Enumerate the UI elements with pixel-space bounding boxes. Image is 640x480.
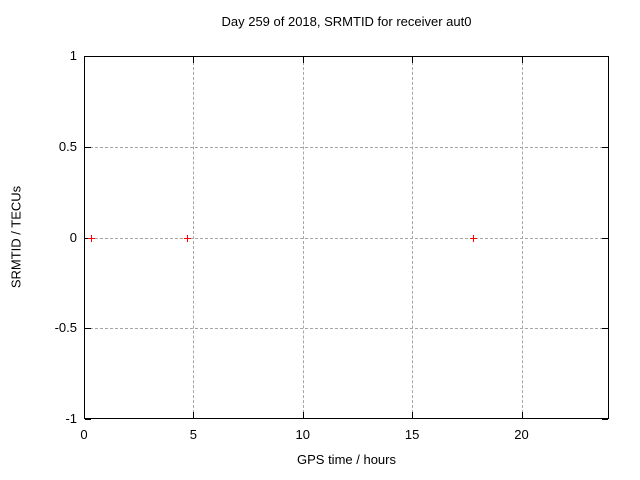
x-tick-top-15 (412, 57, 414, 63)
x-tick-label-0: 0 (80, 427, 88, 442)
x-axis-label: GPS time / hours (297, 452, 396, 467)
y-tick-right--1 (602, 419, 608, 420)
gridline-y-0 (85, 237, 608, 239)
y-tick-right-0.5 (602, 146, 608, 148)
x-tick-label-20: 20 (514, 427, 529, 442)
y-tick-label--0.5: -0.5 (54, 320, 77, 336)
plot-area (84, 56, 609, 419)
chart-title: Day 259 of 2018, SRMTID for receiver aut… (221, 14, 472, 29)
x-tick-bottom-10 (302, 412, 304, 418)
plus-marker-vbar (186, 234, 188, 242)
x-tick-label-15: 15 (404, 427, 420, 442)
y-tick-left-0.5 (85, 146, 91, 148)
x-tick-bottom-15 (412, 412, 414, 418)
gridline-y--0.5 (85, 328, 608, 330)
x-tick-bottom-20 (521, 412, 523, 418)
y-tick-label-1: 1 (69, 48, 77, 63)
data-point (470, 234, 478, 242)
y-tick-right-1 (602, 56, 608, 57)
x-tick-bottom-5 (193, 412, 195, 418)
x-tick-label-5: 5 (189, 427, 197, 442)
data-point (183, 234, 191, 242)
y-tick-left--1 (85, 419, 91, 420)
y-tick-label-0.5: 0.5 (58, 138, 77, 154)
y-tick-right-0 (602, 237, 608, 239)
x-tick-top-10 (302, 57, 304, 63)
x-tick-top-0 (84, 57, 85, 63)
x-tick-top-5 (193, 57, 195, 63)
x-tick-top-20 (521, 57, 523, 63)
y-tick-label--1: -1 (65, 411, 77, 426)
y-tick-left--0.5 (85, 328, 91, 330)
plus-marker-vbar (473, 234, 475, 242)
y-tick-label-0: 0 (69, 229, 77, 245)
x-tick-label-10: 10 (295, 427, 310, 442)
y-tick-left-1 (85, 56, 91, 57)
gridline-y-0.5 (85, 146, 608, 148)
plus-marker-vbar (90, 234, 92, 242)
y-tick-right--0.5 (602, 328, 608, 330)
x-tick-bottom-0 (84, 412, 85, 418)
data-point (87, 234, 95, 242)
